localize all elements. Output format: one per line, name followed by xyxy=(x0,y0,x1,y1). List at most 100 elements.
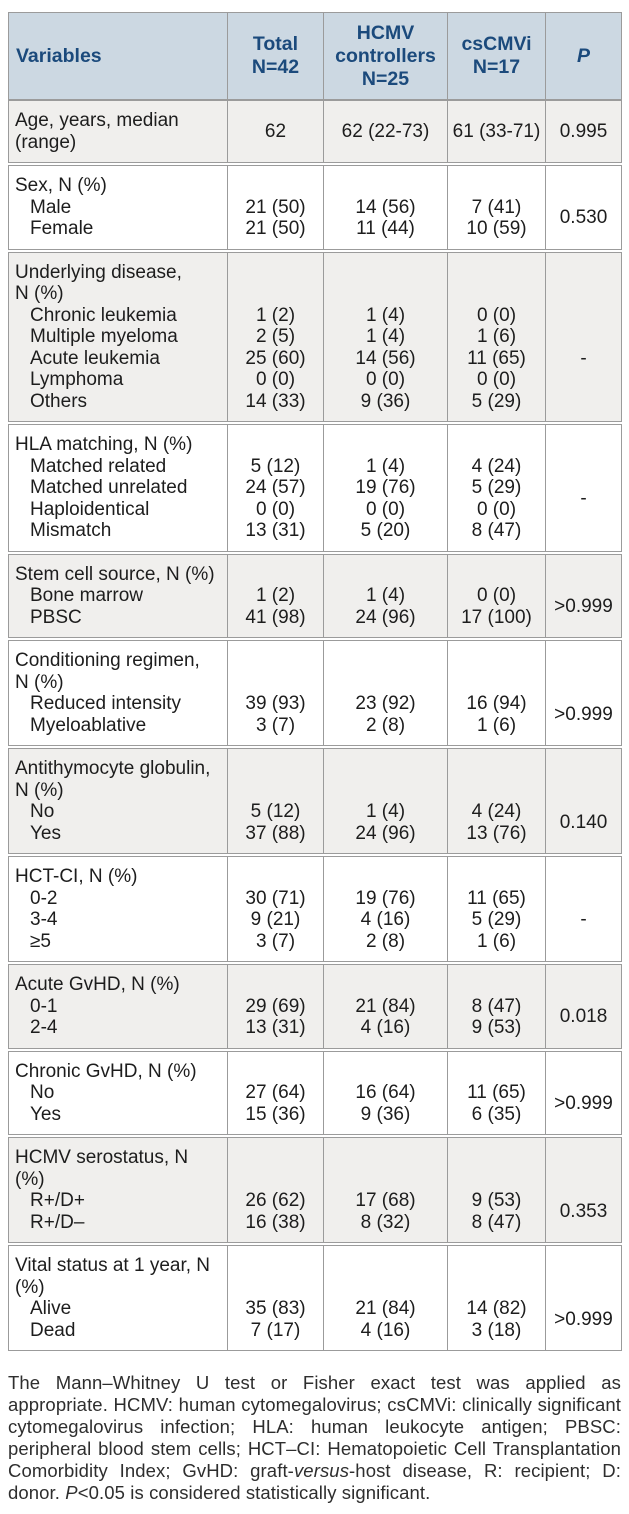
blank-spacer xyxy=(326,758,445,801)
variable-cell: Underlying disease, N (%) Chronic leukemia… xyxy=(9,253,227,422)
blank-spacer xyxy=(230,1255,321,1298)
variable-cell: Acute GvHD, N (%) 0-1 2-4 xyxy=(9,965,227,1048)
p-value: 0.530 xyxy=(559,207,608,229)
variable-item-line: Bone marrow xyxy=(30,585,143,606)
value-line: 16 (94) xyxy=(466,693,527,714)
column-header-line: Total xyxy=(252,33,299,55)
variable-label-line: Age, years, median xyxy=(15,110,179,131)
variable-label-line: (%) xyxy=(15,1168,45,1190)
total-cell: 62 xyxy=(227,101,323,162)
value-line: 1 (4) xyxy=(365,304,406,326)
p-value-cell: >0.999 xyxy=(545,641,621,745)
value-line: 14 (33) xyxy=(245,390,306,412)
total-cell: 27 (64) 15 (36) xyxy=(227,1051,323,1134)
hcmv-controllers-cell: 62 (22-73) xyxy=(323,101,447,162)
p-value: >0.999 xyxy=(554,703,613,725)
value-line: 14 (56) xyxy=(355,347,416,369)
variable-item-line: Yes xyxy=(30,1103,61,1125)
value-line: 2 (8) xyxy=(365,714,406,736)
table-row: HCT-CI, N (%) 0-2 3-4 ≥5 30 (71) 9 (21) 3 (7) 1… xyxy=(8,856,622,962)
blank-spacer xyxy=(450,974,543,996)
value-line: 1 (4) xyxy=(365,801,406,822)
value-block: 0.018 xyxy=(548,996,619,1039)
variable-item-line: Others xyxy=(30,390,88,412)
cscmvi-cell: 11 (65) 6 (35) xyxy=(447,1051,545,1134)
value-line: 9 (21) xyxy=(250,909,301,930)
p-value: - xyxy=(580,487,587,509)
table-row: Vital status at 1 year, N (%) Alive Dead 35 … xyxy=(8,1245,622,1351)
p-value: 0.995 xyxy=(559,120,608,142)
value-block: >0.999 xyxy=(548,693,619,736)
blank-spacer xyxy=(450,1255,543,1298)
blank-spacer xyxy=(450,650,543,693)
value-line: 17 (68) xyxy=(355,1190,416,1211)
variable-item-line: Reduced intensity xyxy=(30,693,182,714)
value-line: 35 (83) xyxy=(245,1298,306,1319)
column-header-total: Total N=42 xyxy=(227,13,323,99)
footnote-italic-segment: P xyxy=(65,1482,78,1503)
variable-label-line: N (%) xyxy=(15,779,64,801)
variable-item-line: Multiple myeloma xyxy=(30,326,178,347)
p-value-cell: 0.140 xyxy=(545,749,621,853)
p-value-cell: 0.995 xyxy=(545,101,621,162)
variable-label-line: Antithymocyte globulin, xyxy=(15,758,211,779)
p-value-cell: - xyxy=(545,857,621,961)
column-header-line: HCMV xyxy=(356,21,415,44)
table-row: Antithymocyte globulin, N (%) No Yes 5 (12) 3… xyxy=(8,748,622,854)
column-header-line: csCMVi xyxy=(461,33,532,55)
p-value-cell: - xyxy=(545,252,621,421)
blank-spacer xyxy=(230,564,321,586)
total-cell: 5 (12) 37 (88) xyxy=(227,749,323,853)
blank-spacer xyxy=(548,650,619,693)
hcmv-controllers-cell: 1 (4) 1 (4) 14 (56) 0 (0) 9 (36) xyxy=(323,252,447,421)
blank-spacer xyxy=(230,434,321,456)
total-cell: 1 (2) 2 (5) 25 (60) 0 (0) 14 (33) xyxy=(227,252,323,421)
value-line: 2 (5) xyxy=(255,326,296,347)
value-line: 0 (0) xyxy=(476,498,517,520)
p-value: >0.999 xyxy=(554,1308,613,1330)
value-line: 21 (84) xyxy=(355,1298,416,1319)
total-cell: 21 (50) 21 (50) xyxy=(227,166,323,249)
p-value: - xyxy=(580,347,587,369)
total-cell: 5 (12) 24 (57) 0 (0) 13 (31) xyxy=(227,425,323,551)
value-line: 5 (12) xyxy=(250,455,301,477)
value-line: 19 (76) xyxy=(355,887,416,909)
blank-spacer xyxy=(548,1061,619,1083)
value-line: 0 (0) xyxy=(476,585,517,606)
blank-spacer xyxy=(326,974,445,996)
value-line: 9 (36) xyxy=(360,390,411,412)
column-header-cscmvi: csCMVi N=17 xyxy=(447,13,545,99)
value-line: 5 (12) xyxy=(250,801,301,822)
value-line: 13 (31) xyxy=(245,1017,306,1038)
value-line: 1 (4) xyxy=(365,455,406,477)
p-value-cell: - xyxy=(545,425,621,551)
variable-item-line: 0-1 xyxy=(30,995,58,1017)
variable-label-line: Underlying disease, xyxy=(15,261,182,283)
variable-item-line: Female xyxy=(30,218,94,239)
column-header-line: Variables xyxy=(16,44,102,67)
variable-label-line: (range) xyxy=(15,131,77,153)
value-line: 25 (60) xyxy=(245,347,306,369)
value-line: 17 (100) xyxy=(461,606,532,628)
value-line: 0 (0) xyxy=(255,369,296,390)
value-line: 62 xyxy=(264,120,287,142)
cscmvi-cell: 11 (65) 5 (29) 1 (6) xyxy=(447,857,545,961)
value-block: - xyxy=(548,305,619,413)
value-line: 19 (76) xyxy=(355,477,416,498)
value-line: 8 (47) xyxy=(471,995,522,1017)
cscmvi-cell: 0 (0) 1 (6) 11 (65) 0 (0) 5 (29) xyxy=(447,252,545,421)
value-line: 21 (50) xyxy=(245,218,306,239)
value-line: 1 (6) xyxy=(476,714,517,736)
hcmv-controllers-cell: 19 (76) 4 (16) 2 (8) xyxy=(323,857,447,961)
value-line: 0 (0) xyxy=(365,498,406,520)
variable-item-line: Myeloablative xyxy=(30,714,147,736)
blank-spacer xyxy=(326,866,445,888)
blank-spacer xyxy=(326,262,445,305)
blank-spacer xyxy=(450,434,543,456)
blank-spacer xyxy=(230,650,321,693)
p-value-cell: 0.353 xyxy=(545,1138,621,1242)
column-header-p: P xyxy=(545,13,621,99)
column-header-line: N=17 xyxy=(472,56,521,78)
value-line: 11 (65) xyxy=(467,1082,526,1103)
table-body: Age, years, median (range) 62 62 (22-73) 61 … xyxy=(8,100,622,1351)
